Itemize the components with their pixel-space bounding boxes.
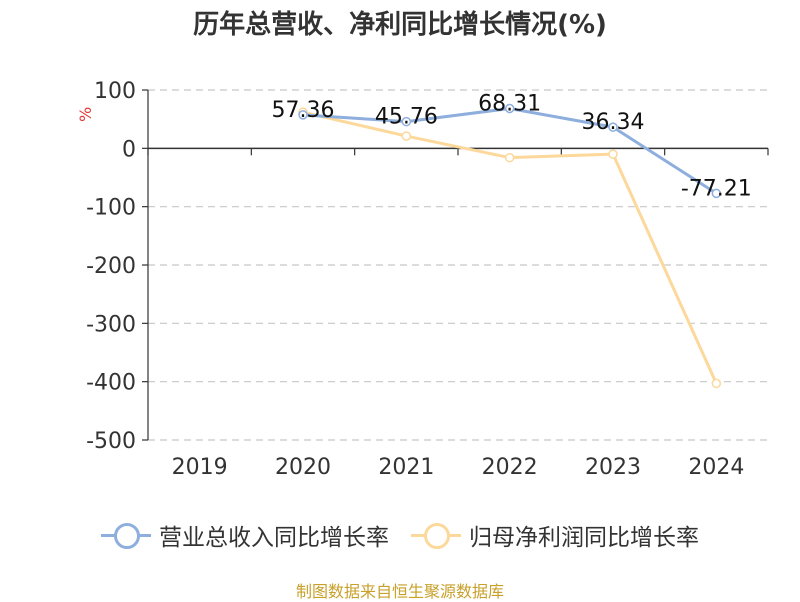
- y-tick-label: 100: [94, 79, 136, 104]
- x-tick-label: 2024: [688, 455, 744, 480]
- data-point: [504, 152, 515, 163]
- data-label: 45.76: [375, 105, 438, 130]
- data-point: [401, 131, 412, 141]
- legend-label-net-profit: 归母净利润同比增长率: [469, 525, 699, 551]
- data-point: [711, 188, 722, 199]
- data-point: [401, 116, 412, 127]
- legend-item-net-profit[interactable]: 归母净利润同比增长率: [411, 518, 699, 552]
- x-tick-label: 2020: [275, 455, 331, 480]
- legend-dot: [114, 523, 140, 549]
- series-line-0: [302, 106, 718, 195]
- y-tick-label: -400: [86, 371, 136, 396]
- legend-marker-revenue-icon: [101, 521, 151, 549]
- data-point: [608, 149, 618, 159]
- y-tick-label: -300: [86, 312, 136, 337]
- y-tick-label: -100: [86, 196, 136, 221]
- data-label: 36.34: [582, 110, 645, 135]
- chart-title: 历年总营收、净利同比增长情况(%): [193, 10, 607, 40]
- data-label: -77.21: [681, 176, 752, 201]
- data-point: [711, 378, 722, 389]
- x-tick-label: 2021: [378, 455, 434, 480]
- legend-label-revenue: 营业总收入同比增长率: [159, 525, 389, 551]
- legend-dot: [424, 523, 450, 549]
- x-tick-label: 2019: [172, 455, 228, 480]
- data-point: [504, 103, 515, 114]
- data-point: [298, 110, 308, 120]
- legend: 营业总收入同比增长率 归母净利润同比增长率: [0, 518, 800, 552]
- y-tick-label: 0: [122, 137, 136, 162]
- y-tick-label: -200: [86, 254, 136, 279]
- data-label: 68.31: [478, 91, 541, 116]
- x-tick-label: 2022: [482, 455, 538, 480]
- data-point: [608, 122, 618, 132]
- legend-marker-net-profit-icon: [411, 521, 461, 549]
- y-tick-label: -500: [86, 429, 136, 454]
- legend-item-revenue[interactable]: 营业总收入同比增长率: [101, 518, 389, 552]
- data-source-note: 制图数据来自恒生聚源数据库: [295, 582, 504, 601]
- x-tick-label: 2023: [585, 455, 641, 480]
- data-label: 57.36: [272, 98, 335, 123]
